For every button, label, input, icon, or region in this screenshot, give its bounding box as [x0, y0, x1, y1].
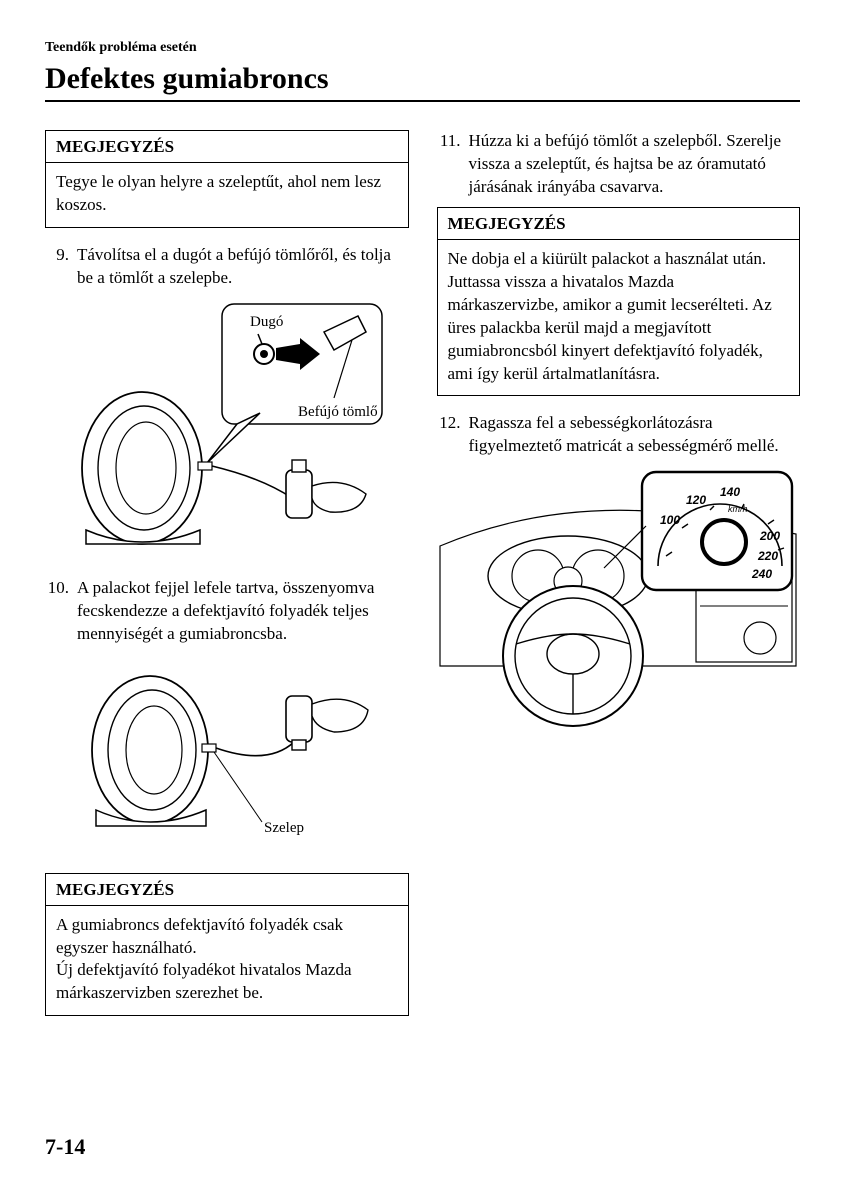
speed-value: 200	[759, 529, 780, 543]
note-title: MEGJEGYZÉS	[46, 874, 408, 906]
tire-plug-illustration: Dugó Befújó tömlő	[62, 298, 392, 558]
figure-dashboard: 100 120 140 200 220 240 km/h	[437, 466, 801, 741]
note-box-3: MEGJEGYZÉS Ne dobja el a kiürült palacko…	[437, 207, 801, 397]
two-column-layout: MEGJEGYZÉS Tegye le olyan helyre a szele…	[45, 130, 800, 1032]
figure-tire-squeeze: Szelep	[45, 654, 409, 859]
hand-icon	[312, 699, 368, 732]
note-title: MEGJEGYZÉS	[46, 131, 408, 163]
right-column: 11. Húzza ki a befújó tömlőt a szelepből…	[437, 130, 801, 1032]
page: Teendők probléma esetén Defektes gumiabr…	[0, 0, 845, 1200]
label-dugo: Dugó	[250, 314, 283, 330]
page-title: Defektes gumiabroncs	[45, 62, 800, 102]
step-number: 11.	[437, 130, 469, 199]
step-number: 10.	[45, 577, 77, 646]
section-header: Teendők probléma esetén	[45, 40, 800, 56]
step-text: Húzza ki a befújó tömlőt a szelepből. Sz…	[469, 130, 801, 199]
note-title: MEGJEGYZÉS	[438, 208, 800, 240]
step-9: 9. Távolítsa el a dugót a befújó tömlőrő…	[45, 244, 409, 290]
speed-value: 220	[757, 549, 778, 563]
speed-value: 240	[751, 567, 772, 581]
step-number: 9.	[45, 244, 77, 290]
note-box-2: MEGJEGYZÉS A gumiabroncs defektjavító fo…	[45, 873, 409, 1017]
hand-icon	[312, 482, 366, 512]
left-column: MEGJEGYZÉS Tegye le olyan helyre a szele…	[45, 130, 409, 1032]
tire-squeeze-illustration: Szelep	[72, 654, 382, 854]
note-body: Ne dobja el a kiürült palackot a használ…	[438, 240, 800, 396]
figure-tire-plug: Dugó Befújó tömlő	[45, 298, 409, 563]
note-body: Tegye le olyan helyre a szeleptűt, ahol …	[46, 163, 408, 227]
label-tomlo: Befújó tömlő	[298, 404, 378, 420]
speed-unit: km/h	[728, 504, 748, 514]
note-box-1: MEGJEGYZÉS Tegye le olyan helyre a szele…	[45, 130, 409, 228]
sticker-icon	[702, 520, 746, 564]
speed-value: 140	[720, 485, 740, 499]
label-szelep: Szelep	[264, 820, 304, 836]
step-number: 12.	[437, 412, 469, 458]
speed-value: 120	[686, 493, 706, 507]
note-body: A gumiabroncs defektjavító folyadék csak…	[46, 906, 408, 1016]
step-text: Ragassza fel a sebességkorlátozásra figy…	[469, 412, 801, 458]
step-11: 11. Húzza ki a befújó tömlőt a szelepből…	[437, 130, 801, 199]
step-text: A palackot fejjel lefele tartva, összeny…	[77, 577, 409, 646]
step-12: 12. Ragassza fel a sebességkorlátozásra …	[437, 412, 801, 458]
page-number: 7-14	[45, 1134, 85, 1160]
step-text: Távolítsa el a dugót a befújó tömlőről, …	[77, 244, 409, 290]
dashboard-illustration: 100 120 140 200 220 240 km/h	[438, 466, 798, 736]
speed-value: 100	[660, 513, 680, 527]
step-10: 10. A palackot fejjel lefele tartva, öss…	[45, 577, 409, 646]
